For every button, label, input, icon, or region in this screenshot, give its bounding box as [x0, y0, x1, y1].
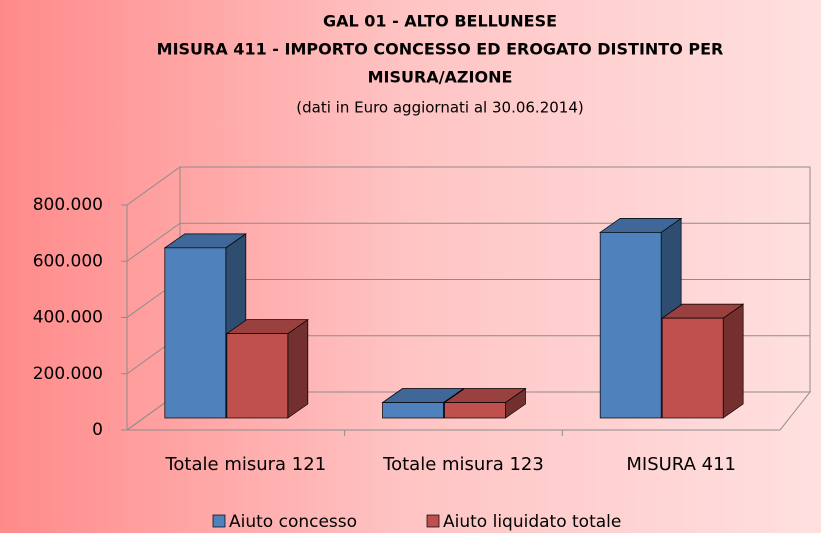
y-tick-label: 400.000 [33, 308, 103, 328]
legend-swatch [426, 514, 440, 528]
legend-swatch [212, 514, 226, 528]
legend-label: Aiuto liquidato totale [443, 512, 621, 532]
bar-side [722, 303, 744, 419]
bar [661, 317, 724, 419]
bar [226, 333, 289, 419]
x-tick-label: Totale misura 121 [164, 454, 326, 475]
y-tick-label: 800.000 [33, 195, 103, 215]
chart-subtitle: (dati in Euro aggiornati al 30.06.2014) [296, 99, 583, 117]
legend-label: Aiuto concesso [229, 512, 357, 532]
bar [164, 247, 227, 419]
bar [599, 232, 662, 419]
chart-title: MISURA 411 - IMPORTO CONCESSO ED EROGATO… [157, 40, 724, 59]
bar [382, 402, 444, 419]
y-tick-label: 600.000 [33, 251, 103, 271]
bar [444, 402, 506, 419]
x-tick-label: MISURA 411 [626, 454, 736, 475]
chart-title: GAL 01 - ALTO BELLUNESE [323, 12, 557, 31]
grid-line [126, 222, 810, 262]
y-tick-label: 200.000 [33, 364, 103, 384]
chart-title: MISURA/AZIONE [368, 68, 513, 87]
grid-line [126, 166, 810, 206]
bar-side [287, 318, 309, 419]
y-tick-label: 0 [92, 420, 103, 440]
x-tick-label: Totale misura 123 [382, 454, 544, 475]
